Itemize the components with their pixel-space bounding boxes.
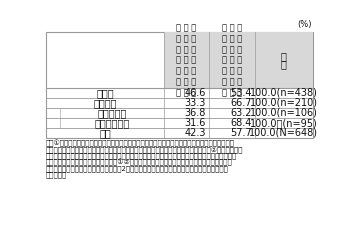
- Text: る む 能
層 仕 力
　 事 開
　 環 発
　 境 が
　 に す
　 あ す: る む 能 層 仕 力 事 開 環 発 境 が に す あ す: [176, 23, 196, 97]
- Text: 注）①「あなたは、今の仕事を続けるうえで、新しい能力や知識を身につける必要がありますか」: 注）①「あなたは、今の仕事を続けるうえで、新しい能力や知識を身につける必要があり…: [46, 140, 235, 147]
- Text: 57.7: 57.7: [230, 128, 251, 138]
- Text: 63.2: 63.2: [230, 108, 251, 118]
- Text: 66.7: 66.7: [230, 98, 251, 108]
- Text: な む 能
い 仕 力
層 事 開
　 環 発
　 境 が
　 に す
　 は す: な む 能 い 仕 力 層 事 開 環 発 境 が に す は す: [222, 23, 242, 97]
- Text: すすむ仕事環境にある層」に分類し、①②の条件をみたさない場合は、「能力開発がすすむ仕事: すすむ仕事環境にある層」に分類し、①②の条件をみたさない場合は、「能力開発がすす…: [46, 159, 233, 166]
- Text: 100.0(n=106): 100.0(n=106): [250, 108, 317, 118]
- Text: (%): (%): [298, 20, 312, 29]
- Text: 合: 合: [281, 51, 287, 61]
- Bar: [46, 32, 313, 138]
- Bar: [164, 32, 209, 88]
- Text: 環境にはない層」に分類した。ただし、2つの問のいずれか１つ以上に無回答の票は除いて集計: 環境にはない層」に分類した。ただし、2つの問のいずれか１つ以上に無回答の票は除い…: [46, 165, 229, 172]
- Text: 合計: 合計: [99, 128, 111, 138]
- Text: 100.0(n=438): 100.0(n=438): [250, 88, 317, 98]
- Text: 68.4: 68.4: [230, 118, 251, 128]
- Text: 100.0(N=648): 100.0(N=648): [249, 128, 318, 138]
- Bar: [209, 32, 254, 88]
- Text: 正社員: 正社員: [96, 88, 114, 98]
- Text: 36.8: 36.8: [184, 108, 206, 118]
- Text: 42.3: 42.3: [184, 128, 206, 138]
- Text: 53.4: 53.4: [230, 88, 251, 98]
- Text: 100.0(n=210): 100.0(n=210): [250, 98, 317, 108]
- Text: している。: している。: [46, 172, 67, 178]
- Text: パートタイム: パートタイム: [94, 118, 130, 128]
- Text: 100.0　(n=95): 100.0 (n=95): [250, 118, 317, 128]
- Text: 非正社員: 非正社員: [93, 98, 117, 108]
- Text: という問に対して「つねに必要である」ないし「しばしば必要である」と答え、かつ、②「仕事に役立: という問に対して「つねに必要である」ないし「しばしば必要である」と答え、かつ、②…: [46, 146, 244, 153]
- Text: 33.3: 33.3: [184, 98, 206, 108]
- Text: 46.6: 46.6: [184, 88, 206, 98]
- Text: 31.6: 31.6: [184, 118, 206, 128]
- Text: 計: 計: [281, 59, 287, 69]
- Text: つ能力や知識を身につける機会」について「やや不満」ないし「不満」でない場合に、「能力開発が: つ能力や知識を身につける機会」について「やや不満」ないし「不満」でない場合に、「…: [46, 153, 237, 160]
- Bar: [254, 32, 313, 88]
- Text: フルタイム: フルタイム: [97, 108, 127, 118]
